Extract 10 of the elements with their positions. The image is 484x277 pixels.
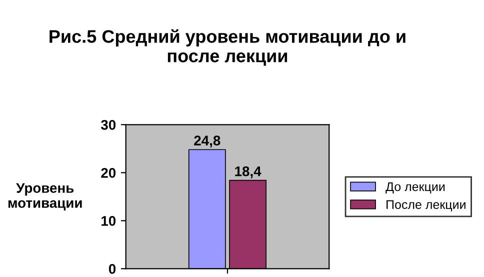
chart-title: Рис.5 Средний уровень мотивации до и после лекции	[50, 29, 406, 66]
data-label: 24,8	[194, 136, 220, 148]
y-tick-label: 30	[100, 120, 116, 130]
y-axis-title: Уровень мотивации	[8, 183, 82, 211]
legend-label: После лекции	[386, 200, 466, 212]
data-label: 18,4	[235, 166, 262, 178]
legend-label: До лекции	[386, 182, 445, 194]
y-tick-label: 0	[108, 264, 116, 274]
y-tick-label: 10	[102, 216, 116, 226]
y-tick-label: 20	[101, 168, 116, 178]
